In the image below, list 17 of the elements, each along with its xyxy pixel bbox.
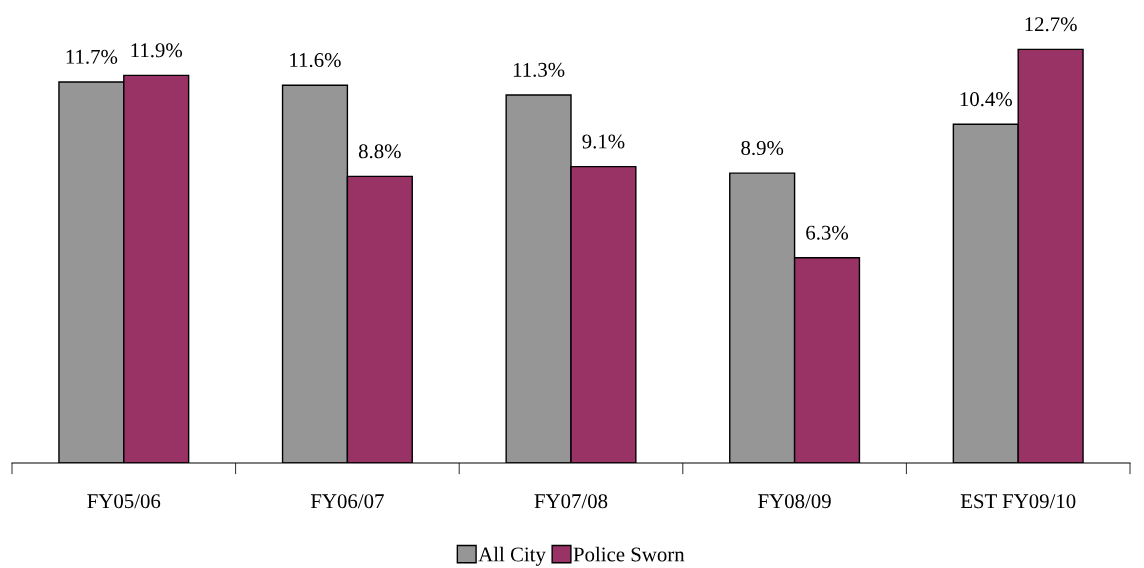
data-label: 6.3%	[806, 225, 849, 240]
data-label: 9.1%	[582, 134, 625, 149]
data-label: 11.3%	[513, 62, 565, 77]
data-label: 12.7%	[1025, 17, 1077, 32]
data-label: 8.9%	[741, 140, 784, 156]
data-label: 11.7%	[66, 49, 118, 64]
x-tick-label: FY07/08	[534, 494, 608, 509]
legend-label: All City	[478, 546, 546, 566]
x-tick-label: EST FY09/10	[960, 494, 1076, 509]
legend-label: Police Sworn	[573, 546, 685, 562]
data-label: 11.9%	[131, 43, 183, 58]
data-label: 10.4%	[960, 92, 1012, 107]
data-label: 8.8%	[358, 144, 401, 159]
data-label: 11.6%	[290, 53, 341, 68]
x-tick-label: FY08/09	[758, 494, 831, 509]
x-tick-label: FY06/07	[310, 494, 384, 509]
x-tick-label: FY05/06	[87, 494, 161, 509]
